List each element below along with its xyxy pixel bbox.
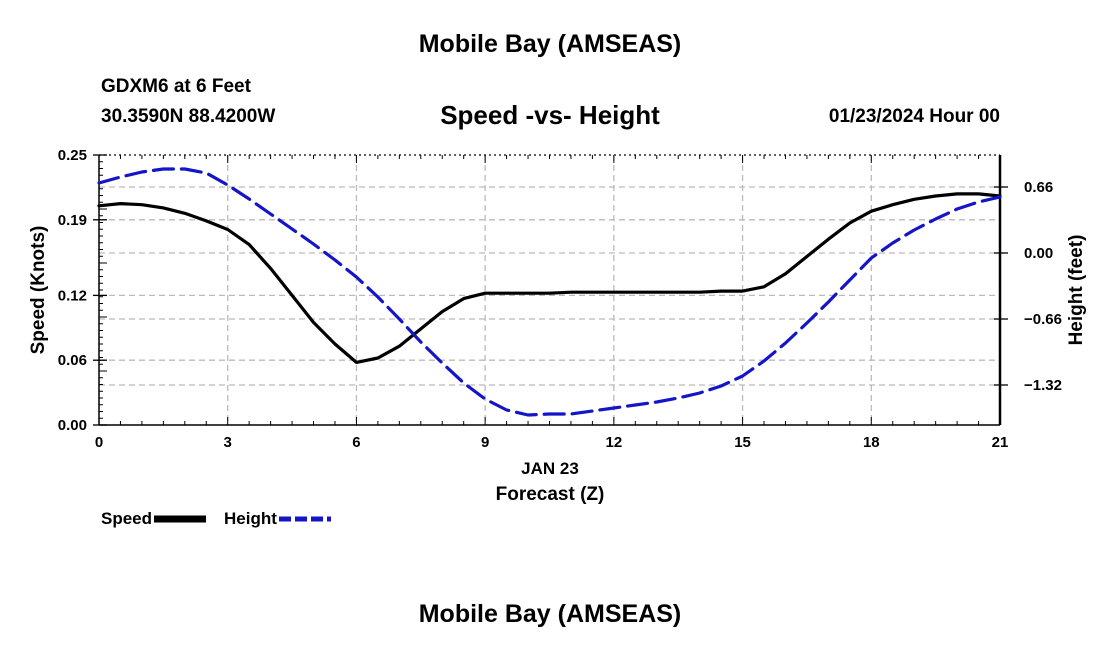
station-coordinates: 30.3590N 88.4200W bbox=[101, 106, 276, 127]
legend-swatch-speed bbox=[154, 515, 207, 523]
station-label: GDXM6 at 6 Feet bbox=[101, 76, 251, 97]
y-left-tick-label: 0.19 bbox=[58, 212, 87, 229]
y-left-tick-label: 0.25 bbox=[58, 147, 87, 164]
series-line-height bbox=[97, 167, 1002, 417]
y-left-tick-label: 0.06 bbox=[58, 352, 87, 369]
x-tick-label: 9 bbox=[481, 434, 489, 451]
chart-title: Mobile Bay (AMSEAS) bbox=[418, 30, 682, 58]
x-tick-label: 3 bbox=[224, 434, 232, 451]
chart-legend: Speed Height bbox=[101, 508, 349, 530]
x-axis-title: Forecast (Z) bbox=[496, 484, 605, 505]
y-right-tick-label: −0.66 bbox=[1024, 311, 1062, 328]
legend-label-height: Height bbox=[224, 509, 277, 528]
second-chart-title: Mobile Bay (AMSEAS) bbox=[418, 600, 682, 628]
chart-subtitle: Speed -vs- Height bbox=[440, 100, 660, 130]
series-line-speed bbox=[97, 192, 1002, 364]
y-right-tick-label: 0.66 bbox=[1024, 179, 1053, 196]
y-left-tick-label: 0.12 bbox=[58, 287, 87, 304]
x-tick-label: 18 bbox=[863, 434, 880, 451]
y-left-axis-title: Speed (Knots) bbox=[28, 226, 49, 355]
x-tick-label: 0 bbox=[95, 434, 103, 451]
forecast-datetime: 01/23/2024 Hour 00 bbox=[828, 106, 1000, 127]
speed-height-chart: 0 3 6 9 12 15 18 21 JAN 23 Forecast (Z) 0.00 0.06 0.… bbox=[28, 147, 1087, 505]
x-tick-label: 12 bbox=[606, 434, 623, 451]
x-axis-date-label: JAN 23 bbox=[521, 459, 579, 478]
legend-item-speed: Speed bbox=[101, 509, 207, 529]
x-tick-label: 15 bbox=[734, 434, 751, 451]
legend-item-height: Height bbox=[224, 509, 331, 529]
x-tick-label: 21 bbox=[992, 434, 1009, 451]
y-right-axis-title: Height (feet) bbox=[1066, 235, 1087, 346]
y-right-tick-label: −1.32 bbox=[1024, 377, 1062, 394]
legend-label-speed: Speed bbox=[101, 509, 153, 528]
y-right-tick-label: 0.00 bbox=[1024, 245, 1053, 262]
x-tick-label: 6 bbox=[352, 434, 360, 451]
legend-swatch-height bbox=[278, 516, 331, 522]
y-left-tick-label: 0.00 bbox=[58, 417, 87, 434]
